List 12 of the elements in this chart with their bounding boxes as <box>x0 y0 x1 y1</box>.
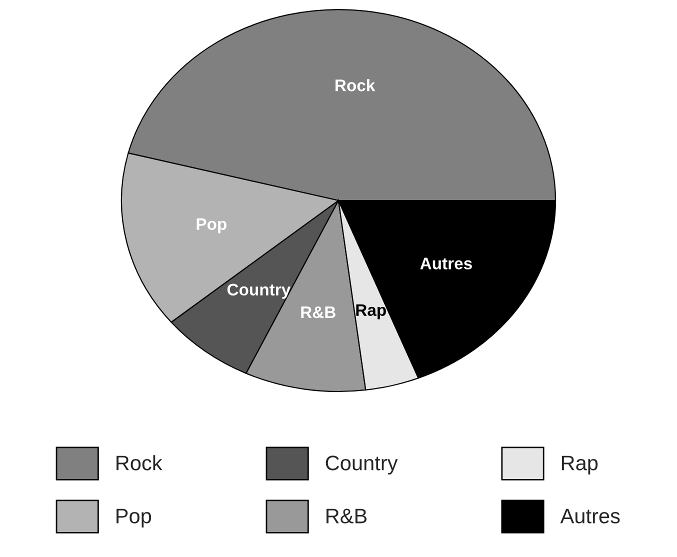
legend-label: Autres <box>560 508 620 524</box>
legend-label: Rap <box>562 456 598 475</box>
slice-label: Autres <box>420 258 472 270</box>
legend-label: R&B <box>326 508 367 524</box>
slice-label: Country <box>227 284 291 299</box>
legend-label: Rock <box>116 455 162 470</box>
slice-label: Pop <box>196 218 226 234</box>
slice-label: Rap <box>356 304 386 320</box>
slice-label: R&B <box>301 306 336 318</box>
legend-label: Pop <box>116 508 152 528</box>
legend-label: Country <box>326 456 398 475</box>
slice-label: Rock <box>336 79 376 92</box>
